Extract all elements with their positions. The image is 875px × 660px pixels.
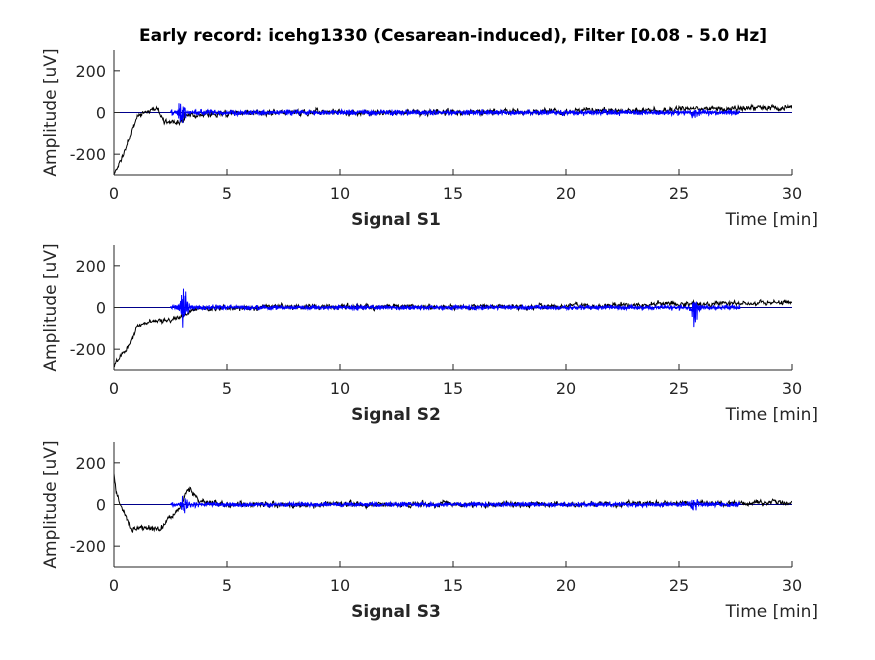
x-tick-label: 15 [443,576,463,595]
y-tick-label: 200 [75,62,106,81]
x-tick-label: 30 [782,576,802,595]
x-axis-label: Time [min] [725,405,818,425]
x-axis-label: Time [min] [725,602,818,622]
filtered-signal-line [170,288,741,328]
subplot-1: 200 0 -200 0 5 10 15 20 25 30 Signal S1 Time [min] A… [41,48,818,230]
chart-title: Early record: icehg1330 (Cesarean-induce… [139,26,767,46]
x-tick-label: 30 [782,379,802,398]
raw-signal-line [114,103,792,175]
subplot-title: Signal S2 [351,405,441,425]
x-tick-label: 5 [222,576,232,595]
subplot-3: 200 0 -200 0 5 10 15 20 25 30 Signal S3 Time [min] A… [41,440,818,622]
y-axis-label: Amplitude [uV] [41,440,61,568]
x-tick-label: 0 [109,576,119,595]
x-tick-label: 10 [330,576,350,595]
x-tick-label: 25 [669,184,689,203]
y-tick-label: -200 [70,340,106,359]
subplot-2: 200 0 -200 0 5 10 15 20 25 30 Signal S2 Time [min] A… [41,243,818,425]
subplot-title: Signal S3 [351,602,441,622]
x-tick-label: 10 [330,379,350,398]
x-tick-label: 5 [222,379,232,398]
x-tick-label: 20 [556,184,576,203]
x-tick-label: 0 [109,379,119,398]
y-tick-label: 200 [75,257,106,276]
y-axis-label: Amplitude [uV] [41,243,61,371]
x-tick-label: 20 [556,576,576,595]
x-axis-label: Time [min] [725,210,818,230]
y-tick-label: 0 [96,299,106,318]
x-tick-label: 5 [222,184,232,203]
y-tick-label: 0 [96,496,106,515]
x-tick-label: 25 [669,379,689,398]
x-tick-label: 30 [782,184,802,203]
x-tick-label: 20 [556,379,576,398]
y-tick-label: -200 [70,537,106,556]
filtered-signal-line [170,103,741,124]
x-tick-label: 0 [109,184,119,203]
filtered-signal-line [170,495,741,514]
x-tick-label: 25 [669,576,689,595]
y-tick-label: 0 [96,104,106,123]
y-tick-label: -200 [70,145,106,164]
x-tick-label: 15 [443,184,463,203]
subplot-title: Signal S1 [351,210,441,230]
x-tick-label: 15 [443,379,463,398]
x-tick-label: 10 [330,184,350,203]
y-tick-label: 200 [75,454,106,473]
y-axis-label: Amplitude [uV] [41,48,61,176]
